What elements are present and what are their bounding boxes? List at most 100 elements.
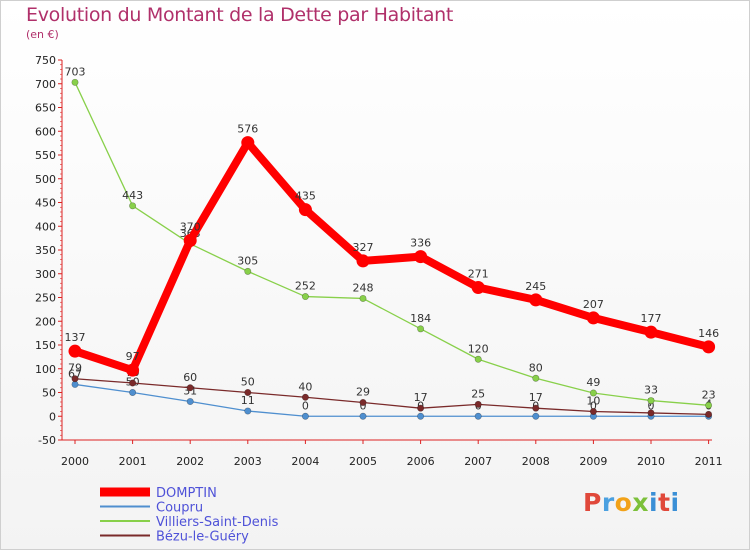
data-label: 120 xyxy=(468,342,489,355)
y-tick-label: 100 xyxy=(35,363,56,376)
data-point xyxy=(301,412,309,420)
data-label: 79 xyxy=(68,362,82,375)
data-point xyxy=(705,410,713,418)
data-label: 137 xyxy=(65,331,86,344)
data-point xyxy=(589,389,597,397)
data-point xyxy=(532,374,540,382)
data-label: 17 xyxy=(414,391,428,404)
data-label: 327 xyxy=(353,241,374,254)
y-tick-label: 250 xyxy=(35,292,56,305)
data-label: 67 xyxy=(68,367,82,380)
y-tick-label: 700 xyxy=(35,78,56,91)
data-label: 184 xyxy=(410,312,431,325)
x-tick-label: 2010 xyxy=(637,455,665,468)
y-tick-label: 500 xyxy=(35,173,56,186)
data-label: 177 xyxy=(641,312,662,325)
y-tick-label: 200 xyxy=(35,315,56,328)
x-tick-label: 2001 xyxy=(119,455,147,468)
y-tick-label: 150 xyxy=(35,339,56,352)
data-point xyxy=(301,393,309,401)
data-label: 97 xyxy=(126,350,140,363)
data-point xyxy=(647,409,655,417)
data-label: 40 xyxy=(298,380,312,393)
data-point xyxy=(474,412,482,420)
x-tick-label: 2008 xyxy=(522,455,550,468)
data-point xyxy=(301,293,309,301)
data-point xyxy=(589,407,597,415)
data-label: 33 xyxy=(644,384,658,397)
y-tick-label: 300 xyxy=(35,268,56,281)
data-point xyxy=(241,136,255,150)
data-label: 0 xyxy=(360,399,367,412)
data-point xyxy=(417,325,425,333)
x-tick-label: 2002 xyxy=(176,455,204,468)
y-tick-label: 450 xyxy=(35,197,56,210)
data-label: 146 xyxy=(698,327,719,340)
data-label: 50 xyxy=(241,376,255,389)
data-point xyxy=(356,254,370,268)
series-line xyxy=(74,81,710,406)
y-tick-label: 750 xyxy=(35,54,56,67)
data-label: 10 xyxy=(586,395,600,408)
data-point xyxy=(298,203,312,217)
data-point xyxy=(129,379,137,387)
data-label: 0 xyxy=(590,399,597,412)
data-point xyxy=(244,267,252,275)
x-tick-label: 2005 xyxy=(349,455,377,468)
data-point xyxy=(359,398,367,406)
x-tick-label: 2011 xyxy=(695,455,723,468)
data-point xyxy=(186,398,194,406)
data-label: 49 xyxy=(586,376,600,389)
data-label: 11 xyxy=(241,394,255,407)
y-tick-label: 50 xyxy=(42,387,56,400)
data-point xyxy=(71,375,79,383)
data-label: 435 xyxy=(295,190,316,203)
data-point xyxy=(244,388,252,396)
y-tick-label: 350 xyxy=(35,244,56,257)
data-point xyxy=(417,412,425,420)
legend-label: Bézu-le-Guéry xyxy=(156,530,249,545)
data-label: 17 xyxy=(529,391,543,404)
data-point xyxy=(129,202,137,210)
legend-label: Coupru xyxy=(156,501,203,516)
data-label: 245 xyxy=(525,280,546,293)
data-label: 60 xyxy=(183,371,197,384)
chart-subtitle: (en €) xyxy=(26,28,59,41)
data-label: 271 xyxy=(468,268,489,281)
data-point xyxy=(647,397,655,405)
data-label: 305 xyxy=(237,254,258,267)
data-label: 25 xyxy=(471,387,485,400)
data-label: 576 xyxy=(237,123,258,136)
x-tick-label: 2006 xyxy=(407,455,435,468)
x-tick-label: 2009 xyxy=(579,455,607,468)
data-point xyxy=(183,234,197,247)
data-label: 336 xyxy=(410,237,431,250)
data-point xyxy=(68,344,82,358)
data-point xyxy=(471,281,485,295)
y-tick-label: 550 xyxy=(35,149,56,162)
x-tick-label: 2004 xyxy=(291,455,319,468)
data-point xyxy=(474,355,482,363)
y-tick-label: 400 xyxy=(35,220,56,233)
data-label: 23 xyxy=(702,388,716,401)
x-tick-label: 2003 xyxy=(234,455,262,468)
data-point xyxy=(186,384,194,392)
data-point xyxy=(705,401,713,409)
data-label: 370 xyxy=(180,221,201,234)
data-point xyxy=(129,388,137,396)
data-point xyxy=(644,325,658,339)
data-label: 0 xyxy=(302,399,309,412)
data-point xyxy=(586,311,600,325)
y-tick-label: 650 xyxy=(35,102,56,115)
data-point xyxy=(71,78,79,86)
y-tick-label: 600 xyxy=(35,125,56,138)
data-point xyxy=(474,400,482,408)
data-label: 80 xyxy=(529,361,543,374)
data-label: 207 xyxy=(583,298,604,311)
x-tick-label: 2007 xyxy=(464,455,492,468)
data-point xyxy=(359,412,367,420)
data-label: 443 xyxy=(122,189,143,202)
y-tick-label: 0 xyxy=(49,410,56,423)
